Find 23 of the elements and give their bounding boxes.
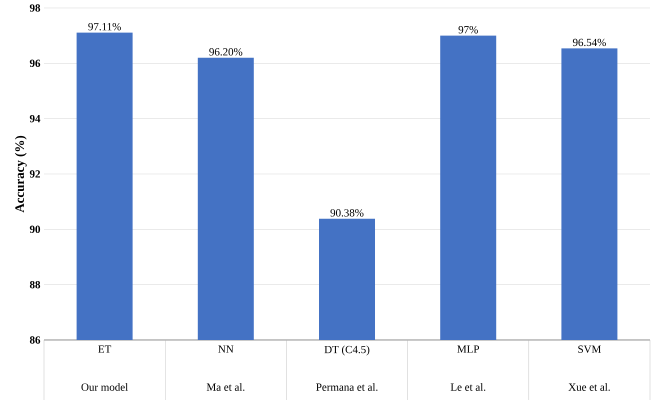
data-label: 96.54% [572, 38, 606, 46]
data-label: 96.20% [209, 48, 242, 56]
y-tick-label: 86 [30, 336, 40, 344]
y-tick-label: 94 [30, 114, 40, 122]
text: Our model [81, 383, 128, 391]
y-tick-label: 98 [30, 4, 40, 12]
text: Ma et al. [206, 383, 244, 391]
y-tick-label: 96 [30, 60, 40, 67]
text: Le et al. [450, 383, 486, 391]
y-tick-label: 92 [30, 170, 40, 178]
x-tick-label: SVM [578, 345, 601, 353]
y-axis-title: Accuracy (%) [14, 136, 27, 212]
text: Xue et al. [568, 383, 610, 391]
data-label: 97% [458, 26, 478, 34]
y-tick-label: 90 [30, 226, 40, 233]
x-tick-label: DT (C4.5) [324, 345, 370, 356]
data-label: 97.11% [88, 22, 121, 30]
text: Permana et al. [316, 383, 378, 391]
y-tick-label: 88 [30, 280, 40, 288]
x-tick-label: MLP [457, 345, 480, 353]
data-label: 90.38% [330, 209, 364, 217]
x-tick-label: ET [98, 345, 112, 353]
x-tick-label: NN [218, 345, 234, 353]
